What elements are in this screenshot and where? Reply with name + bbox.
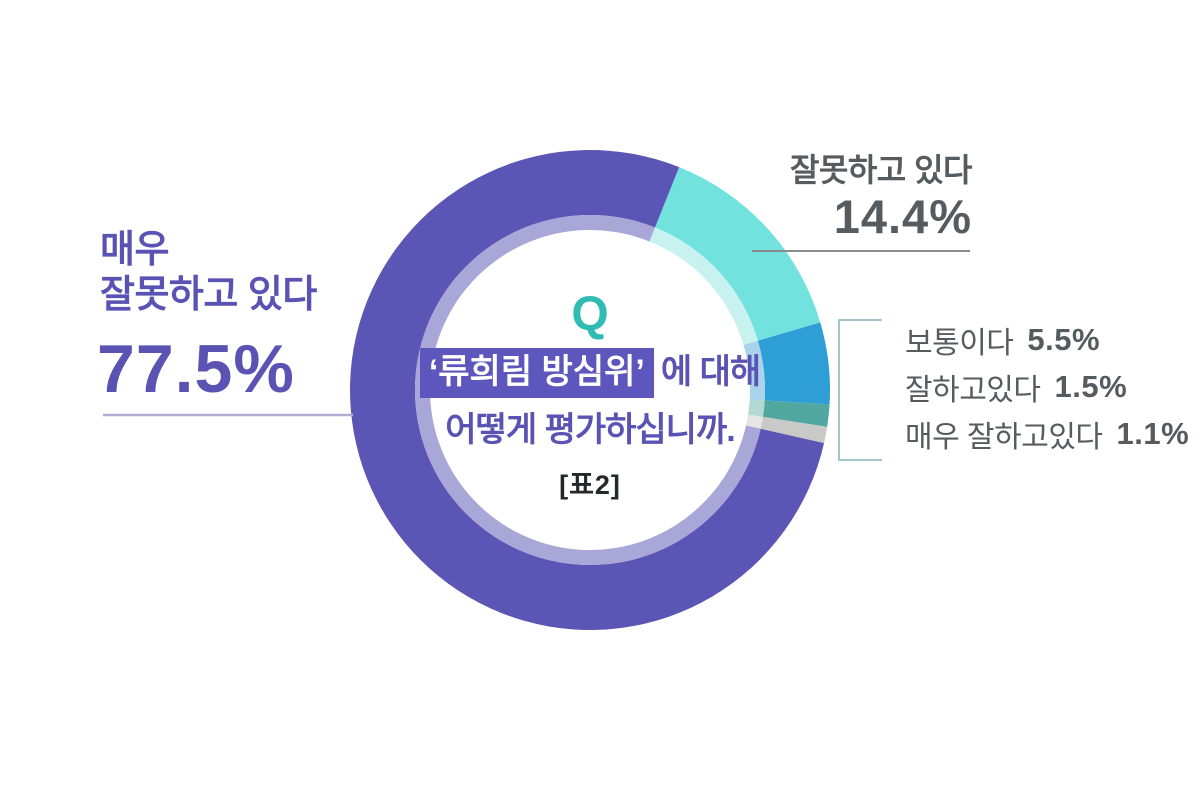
question-title-highlight: ‘류희림 방심위’ <box>419 348 654 398</box>
minor-value: 1.1% <box>1116 415 1190 451</box>
question-title-line2: 어떻게 평가하십니까. <box>445 411 735 449</box>
question-mark-q: Q <box>571 288 609 341</box>
minor-group-bracket <box>838 319 882 461</box>
question-title-after: 에 대해 <box>660 353 761 391</box>
donut-inner-ring-1 <box>743 340 765 401</box>
donut-inner-ring-2 <box>748 399 765 417</box>
minor-row-doing-well: 잘하고있다 1.5% <box>905 363 1189 410</box>
donut-rings <box>350 149 831 630</box>
donut-segment-1 <box>757 322 831 405</box>
donut-segment-0 <box>654 167 821 341</box>
primary-segment-label: 매우 잘못하고 있다 <box>100 229 317 316</box>
secondary-callout: 잘못하고 있다 14.4% <box>672 150 973 243</box>
minor-value: 1.5% <box>1054 368 1128 404</box>
secondary-segment-label: 잘못하고 있다 <box>789 152 973 188</box>
minor-label: 잘하고있다 <box>905 373 1041 407</box>
donut-inner-ring-0 <box>649 227 758 345</box>
donut-inner-ring-3 <box>746 414 763 429</box>
minor-callout-list: 보통이다 5.5% 잘하고있다 1.5% 매우 잘하고있다 1.1% <box>905 316 1189 457</box>
table-reference: [표2] <box>559 470 621 500</box>
minor-label: 매우 잘하고있다 <box>905 420 1103 454</box>
donut-segment-3 <box>760 416 828 444</box>
donut-center-question: Q ‘류희림 방심위’ 에 대해 어떻게 평가하십니까. [표2] <box>390 288 790 502</box>
primary-segment-value: 77.5% <box>97 331 295 407</box>
minor-value: 5.5% <box>1027 321 1101 357</box>
question-title-line1: ‘류희림 방심위’ 에 대해 <box>390 348 790 398</box>
minor-row-very-well: 매우 잘하고있다 1.1% <box>905 410 1189 457</box>
minor-row-neutral: 보통이다 5.5% <box>905 316 1189 363</box>
donut-segment-2 <box>762 400 830 427</box>
minor-label: 보통이다 <box>905 326 1014 360</box>
secondary-segment-value: 14.4% <box>833 190 972 243</box>
